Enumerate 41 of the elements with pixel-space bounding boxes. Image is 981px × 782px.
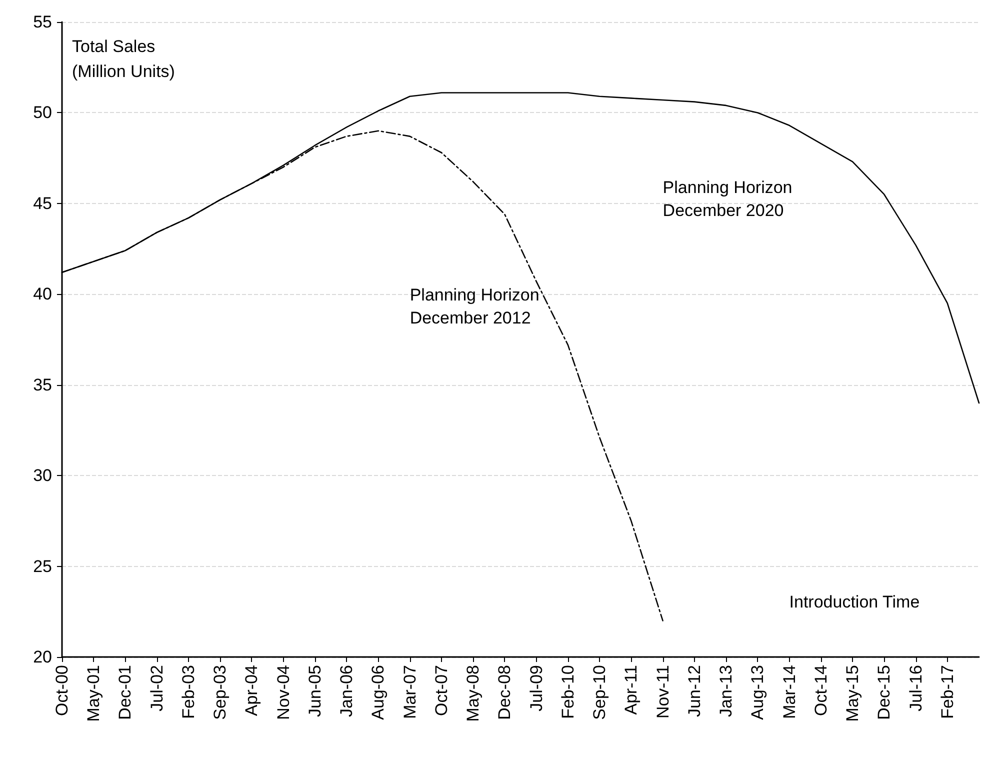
x-tick-label: Jan-13 [716,665,736,717]
x-tick-label: Oct-14 [811,665,830,716]
x-tick-label: Jul-02 [147,665,166,712]
x-tick-label: Nov-11 [653,665,672,719]
x-tick-label: Mar-07 [400,665,420,719]
x-tick-label: Jun-12 [684,665,704,717]
x-tick-label: Feb-03 [178,665,198,719]
x-tick-label: Apr-04 [242,665,262,716]
x-tick-label: Dec-15 [874,665,894,720]
y-tick-label: 35 [33,375,52,394]
y-tick-label: 25 [33,556,52,576]
x-tick-label: May-08 [464,665,483,722]
x-tick-label: Dec-08 [495,665,514,720]
x-tick-label: Aug-06 [368,665,388,720]
x-tick-label: Jul-16 [906,665,926,712]
x-tick-label: May-15 [843,665,862,722]
x-tick-label: Nov-04 [274,665,293,720]
x-tick-label: May-01 [84,665,104,722]
y-tick-label: 55 [33,12,52,32]
x-tick-label: Jun-05 [305,665,324,717]
y-tick-label: 50 [33,103,52,122]
x-tick-label: Feb-17 [938,665,957,719]
x-tick-label: Apr-11 [622,665,641,715]
x-tick-label: Feb-10 [558,665,578,719]
y-tick-label: 45 [33,194,52,213]
text: Planning Horizon December 2020 [662,178,792,220]
x-tick-label: Sep-03 [210,665,230,720]
y-tick-label: 40 [33,284,52,304]
y-tick-label: 20 [33,648,52,666]
x-tick-label: Aug-13 [748,665,768,720]
series-label: Planning Horizon December 2012 [410,285,540,328]
x-tick-label: Mar-14 [780,665,799,719]
annotation: Introduction Time [789,592,920,612]
x-tick-label: Oct-00 [52,665,72,716]
x-tick-label: Jul-09 [526,665,546,712]
x-tick-label: Sep-10 [590,665,610,720]
x-tick-label: Oct-07 [432,665,451,716]
y-tick-label: 30 [33,466,52,486]
y-axis-title: Total Sales (Million Units) [72,37,175,81]
x-tick-label: Jan-06 [337,665,356,717]
x-tick-label: Dec-01 [116,665,135,720]
